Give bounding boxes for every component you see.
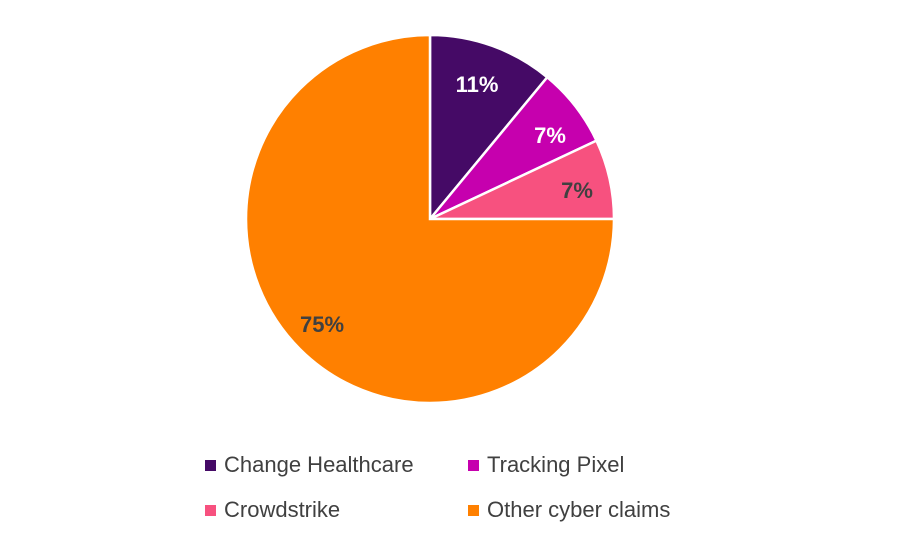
legend-label: Change Healthcare [224,452,414,477]
legend-swatch [205,459,216,471]
pie-slice-other-cyber-claims [244,33,616,405]
legend-item-crowdstrike: Crowdstrike [205,497,340,523]
legend-item-change-healthcare: Change Healthcare [205,452,414,478]
legend-swatch [468,459,479,471]
data-label: 7% [561,178,593,203]
legend-label: Crowdstrike [224,497,341,522]
legend-swatch [468,504,479,516]
data-label: 7% [534,123,566,148]
legend-item-tracking-pixel: Tracking Pixel [468,452,624,478]
data-label: 11% [456,72,499,97]
legend-label: Tracking Pixel [487,452,625,477]
legend-label: Other cyber claims [487,497,671,522]
legend-item-other-cyber-claims: Other cyber claims [468,497,670,523]
data-label: 75% [300,312,344,337]
legend-swatch [205,504,216,516]
pie-slice-change-healthcare [428,33,550,223]
